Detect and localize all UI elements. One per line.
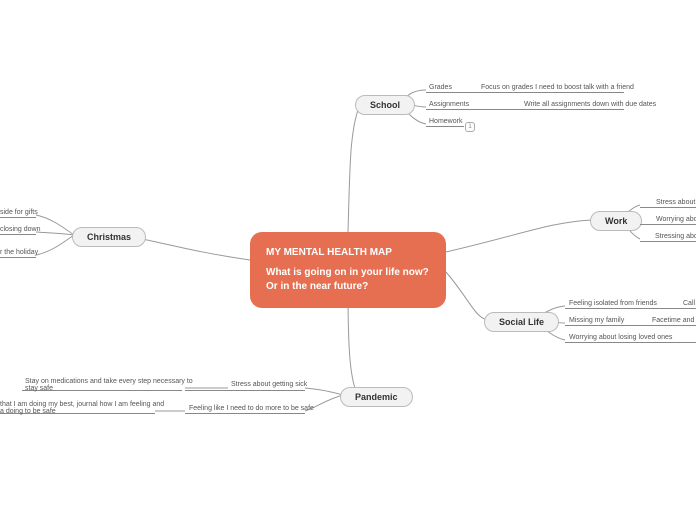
branch-social[interactable]: Social Life bbox=[484, 312, 559, 332]
homework-count-badge: 1 bbox=[465, 122, 475, 132]
leaf-school-assignments-detail[interactable]: Write all assignments down with due date… bbox=[524, 101, 656, 108]
branch-work[interactable]: Work bbox=[590, 211, 642, 231]
leaf-social-2b[interactable]: Facetime and ta bbox=[652, 317, 696, 324]
leaf-work-2[interactable]: Worrying abo bbox=[656, 216, 696, 223]
leaf-xmas-2[interactable]: closing down bbox=[0, 226, 40, 233]
underline bbox=[640, 207, 696, 208]
leaf-pandemic-2b[interactable]: that I am doing my best, journal how I a… bbox=[0, 401, 170, 415]
leaf-work-3[interactable]: Stressing abo bbox=[655, 233, 696, 240]
branch-school[interactable]: School bbox=[355, 95, 415, 115]
leaf-pandemic-1b[interactable]: Stay on medications and take every step … bbox=[25, 378, 195, 392]
center-subtitle: What is going on in your life now? Or in… bbox=[266, 266, 430, 294]
branch-work-label: Work bbox=[605, 216, 627, 226]
branch-christmas[interactable]: Christmas bbox=[72, 227, 146, 247]
underline bbox=[640, 224, 696, 225]
leaf-social-1[interactable]: Feeling isolated from friends bbox=[569, 300, 657, 307]
underline bbox=[0, 217, 36, 218]
underline bbox=[565, 325, 696, 326]
leaf-school-assignments[interactable]: Assignments bbox=[429, 101, 469, 108]
leaf-school-grades-detail[interactable]: Focus on grades I need to boost talk wit… bbox=[481, 84, 634, 91]
leaf-xmas-1[interactable]: side for gifts bbox=[0, 209, 38, 216]
branch-christmas-label: Christmas bbox=[87, 232, 131, 242]
underline bbox=[0, 257, 36, 258]
leaf-pandemic-1[interactable]: Stress about getting sick bbox=[231, 381, 307, 388]
underline bbox=[565, 308, 696, 309]
underline bbox=[426, 109, 624, 110]
underline bbox=[426, 126, 464, 127]
branch-school-label: School bbox=[370, 100, 400, 110]
underline bbox=[0, 234, 36, 235]
center-title: MY MENTAL HEALTH MAP bbox=[266, 246, 430, 260]
leaf-social-2[interactable]: Missing my family bbox=[569, 317, 624, 324]
leaf-school-grades[interactable]: Grades bbox=[429, 84, 452, 91]
leaf-pandemic-2[interactable]: Feeling like I need to do more to be saf… bbox=[189, 405, 314, 412]
leaf-social-3[interactable]: Worrying about losing loved ones bbox=[569, 334, 672, 341]
leaf-work-1[interactable]: Stress about s bbox=[656, 199, 696, 206]
branch-pandemic-label: Pandemic bbox=[355, 392, 398, 402]
branch-social-label: Social Life bbox=[499, 317, 544, 327]
underline bbox=[640, 241, 696, 242]
center-node[interactable]: MY MENTAL HEALTH MAP What is going on in… bbox=[250, 232, 446, 308]
underline bbox=[565, 342, 696, 343]
underline bbox=[185, 413, 305, 414]
underline bbox=[185, 390, 305, 391]
branch-pandemic[interactable]: Pandemic bbox=[340, 387, 413, 407]
underline bbox=[426, 92, 624, 93]
leaf-xmas-3[interactable]: r the holiday bbox=[0, 249, 38, 256]
leaf-social-1b[interactable]: Call f bbox=[683, 300, 696, 307]
leaf-school-homework[interactable]: Homework bbox=[429, 118, 462, 125]
